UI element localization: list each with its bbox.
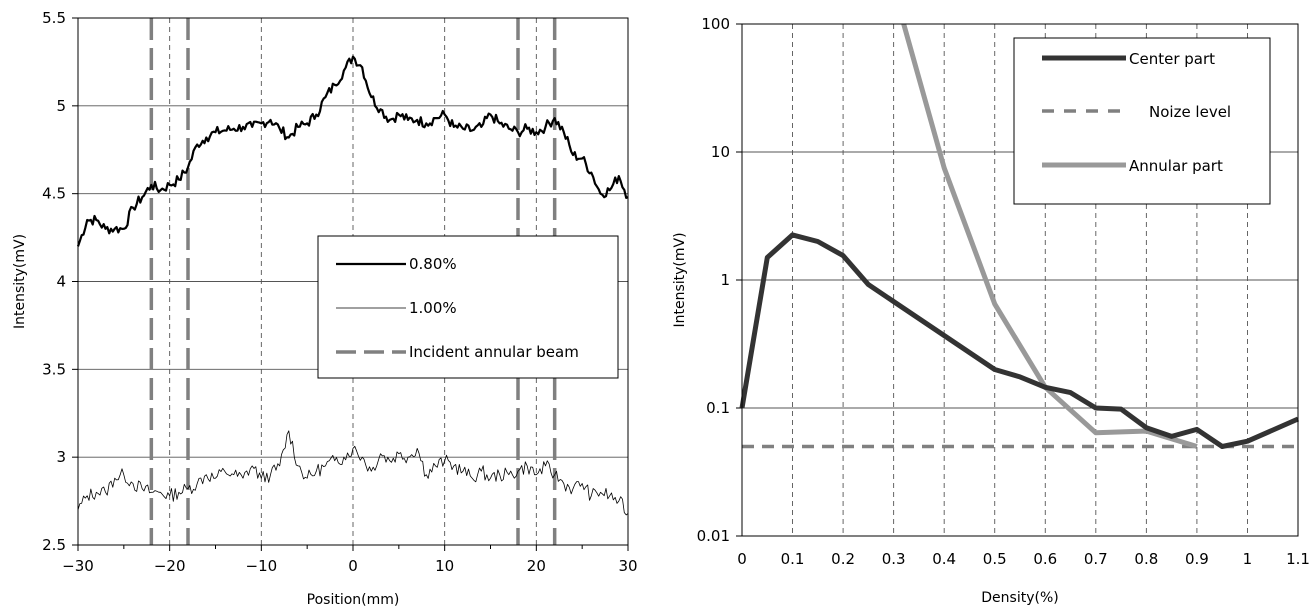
y-tick-label: 2.5	[42, 536, 66, 554]
y-tick-label: 3	[56, 448, 66, 466]
y-axis-label-1: Intensity(mV)	[12, 234, 28, 329]
x-tick-label: 1.1	[1286, 550, 1310, 568]
series-0-80-percent-line	[76, 55, 629, 247]
y-tick-label: 1	[720, 271, 730, 289]
x-tick-label: −10	[246, 557, 278, 575]
x-tick-label: 0.5	[983, 550, 1007, 568]
legend-label-beam: Incident annular beam	[409, 343, 579, 361]
position-intensity-chart: 2.5 3 3.5 4 4.5 5 5.5 −30 −20 −10 0 10 20 30 0.80% 1.00…	[12, 9, 638, 608]
y-tick-label: 5.5	[42, 9, 66, 27]
series-1-00-percent-line	[77, 430, 629, 516]
x-tick-label: 1	[1243, 550, 1253, 568]
x-tick-label: −20	[154, 557, 186, 575]
y-tick-label: 3.5	[42, 360, 66, 378]
x-tick-label: 0.8	[1134, 550, 1158, 568]
x-tick-label: 30	[618, 557, 637, 575]
x-tick-label: 20	[527, 557, 546, 575]
plot-frame-1	[77, 17, 629, 546]
density-intensity-chart: 0.01 0.1 1 10 100 0 0.1 0.2 0.3 0.4 0.5 0.6 0.7 0.8 0.…	[672, 15, 1310, 606]
legend-label-noize: Noize level	[1149, 103, 1231, 121]
y-tick-label: 100	[701, 15, 730, 33]
x-tick-label: 0.1	[781, 550, 805, 568]
legend-label-0-80: 0.80%	[409, 255, 457, 273]
x-tick-label: 10	[435, 557, 454, 575]
legend-label-annular: Annular part	[1129, 157, 1223, 175]
legend-label-1-00: 1.00%	[409, 299, 457, 317]
legend-box-1	[317, 235, 619, 379]
x-tick-label: 0.3	[882, 550, 906, 568]
y-axis-label-2: Intensity(mV)	[672, 232, 688, 327]
x-tick-label: 0.6	[1033, 550, 1057, 568]
legend-box-2	[1013, 37, 1271, 205]
legend-label-center: Center part	[1129, 50, 1215, 68]
plot-frame-2	[741, 23, 1299, 537]
y-tick-label: 4	[56, 273, 66, 291]
x-tick-label: 0.2	[831, 550, 855, 568]
x-tick-label: −30	[62, 557, 94, 575]
y-tick-label: 10	[711, 143, 730, 161]
x-tick-label: 0.7	[1084, 550, 1108, 568]
center-part-line	[739, 232, 1300, 449]
x-tick-label: 0.4	[932, 550, 956, 568]
x-tick-label: 0	[348, 557, 358, 575]
y-tick-label: 5	[56, 97, 66, 115]
x-axis-label-1: Position(mm)	[307, 592, 400, 608]
y-tick-label: 0.01	[697, 527, 730, 545]
y-tick-label: 0.1	[706, 399, 730, 417]
x-tick-label: 0	[737, 550, 747, 568]
y-tick-label: 4.5	[42, 185, 66, 203]
x-tick-label: 0.9	[1185, 550, 1209, 568]
x-axis-label-2: Density(%)	[981, 590, 1058, 606]
